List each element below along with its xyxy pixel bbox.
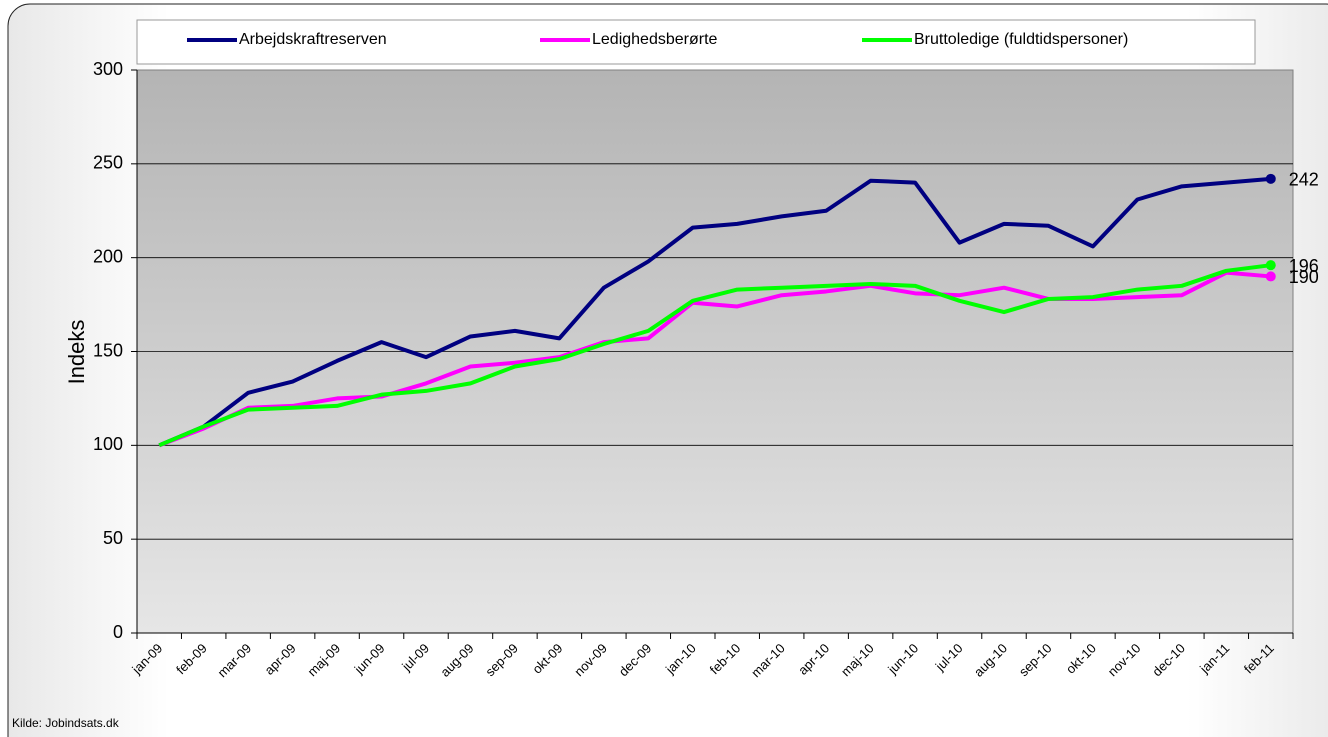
y-tick-label: 250 — [93, 153, 123, 173]
end-marker — [1265, 271, 1276, 282]
end-marker — [1265, 173, 1276, 184]
source: Kilde: Jobindsats.dk — [12, 716, 120, 730]
data-label: 242 — [1289, 170, 1319, 190]
y-tick-label: 200 — [93, 246, 123, 266]
legend-label: Ledighedsberørte — [592, 31, 718, 48]
series-line — [158, 263, 1272, 448]
legend-label: Arbejdskraftreserven — [239, 31, 387, 48]
y-tick-label: 150 — [93, 340, 123, 360]
data-label: 196 — [1289, 256, 1319, 276]
y-tick-label: 0 — [113, 622, 123, 642]
legend-label: Bruttoledige (fuldtidspersoner) — [914, 31, 1128, 48]
y-tick-label: 100 — [93, 434, 123, 454]
y-axis-label: Indeks — [64, 320, 89, 385]
series-line — [158, 176, 1271, 448]
legend-box — [136, 19, 1256, 65]
data-label: 190 — [1289, 267, 1319, 287]
end-marker — [1265, 260, 1276, 271]
y-tick-label: 50 — [103, 528, 123, 548]
y-tick-label: 300 — [93, 59, 123, 79]
